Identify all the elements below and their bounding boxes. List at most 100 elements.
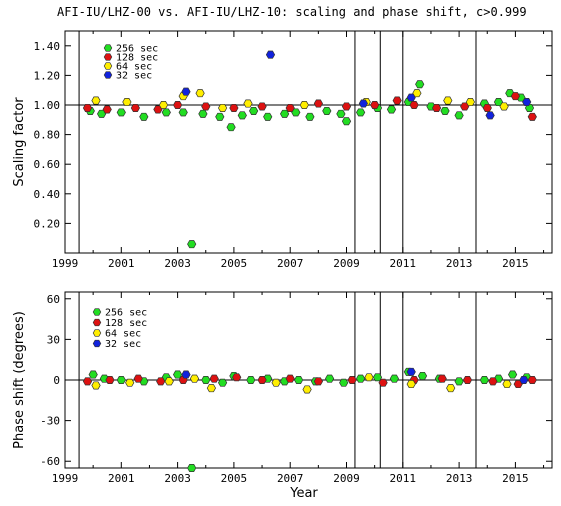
scaling-point-64-sec (443, 96, 453, 105)
phase-point-32-sec (181, 370, 191, 379)
phase-point-64-sec (502, 380, 512, 389)
scaling-y-tick-label: 0.60 (34, 158, 61, 171)
phase-y-tick-label: 60 (47, 293, 60, 306)
phase-point-256-sec (246, 376, 256, 384)
phase-x-tick-label: 2015 (502, 472, 529, 485)
scaling-point-128-sec (370, 101, 380, 109)
scaling-point-128-sec (172, 101, 183, 109)
phase-point-256-sec (324, 374, 335, 383)
phase-x-tick-label: 2001 (108, 472, 135, 485)
phase-point-256-sec (389, 374, 400, 383)
phase-point-128-sec (313, 377, 324, 386)
scaling-point-64-sec (412, 89, 422, 98)
scaling-x-tick-label: 2009 (333, 257, 360, 270)
phase-point-128-sec (82, 377, 93, 386)
phase-point-128-sec (232, 373, 242, 382)
scaling-point-256-sec (263, 112, 273, 121)
phase-legend-label: 256 sec (105, 308, 147, 319)
scaling-x-tick-label: 2011 (390, 257, 417, 270)
phase-point-128-sec (257, 376, 267, 384)
phase-point-256-sec (339, 378, 349, 387)
phase-point-128-sec (462, 376, 473, 384)
phase-x-tick-label: 1999 (52, 472, 79, 485)
scaling-point-32-sec (485, 111, 495, 120)
phase-x-tick-label: 2005 (221, 472, 248, 485)
scaling-legend-marker (103, 44, 113, 52)
scaling-legend-label: 256 sec (116, 44, 158, 55)
scaling-point-64-sec (195, 89, 205, 98)
phase-point-32-sec (406, 367, 416, 376)
scaling-x-tick-label: 2013 (446, 257, 473, 270)
chart-title: AFI-IU/LHZ-00 vs. AFI-IU/LHZ-10: scaling… (57, 5, 527, 19)
phase-point-64-sec (406, 380, 416, 389)
scaling-point-64-sec (499, 102, 509, 111)
scaling-point-128-sec (130, 103, 141, 112)
x-axis-label: Year (289, 486, 318, 501)
phase-point-128-sec (527, 376, 537, 384)
scaling-point-256-sec (187, 240, 197, 249)
phase-point-256-sec (116, 376, 126, 384)
scaling-point-64-sec (243, 99, 253, 108)
phase-y-tick-label: -30 (40, 415, 60, 428)
scaling-point-64-sec (217, 103, 228, 112)
scaling-point-128-sec (510, 92, 521, 101)
scaling-point-64-sec (91, 96, 101, 105)
phase-point-256-sec (417, 371, 428, 380)
scaling-point-256-sec (341, 117, 352, 126)
phase-legend-marker (92, 339, 102, 348)
scaling-y-tick-label: 0.80 (34, 129, 61, 142)
scaling-point-256-sec (279, 109, 290, 118)
scaling-point-256-sec (198, 109, 208, 118)
phase-ylabel: Phase shift (degrees) (12, 311, 27, 449)
scaling-point-32-sec (406, 93, 416, 102)
scaling-x-tick-label: 1999 (52, 257, 79, 270)
scaling-point-128-sec (482, 103, 492, 112)
scaling-point-256-sec (291, 108, 301, 117)
scaling-point-256-sec (116, 108, 126, 117)
scaling-point-256-sec (415, 80, 425, 89)
phase-point-128-sec (437, 374, 447, 383)
scaling-point-256-sec (524, 103, 535, 112)
scaling-legend-label: 64 sec (116, 62, 152, 73)
phase-point-64-sec (206, 384, 217, 393)
phase-point-128-sec (105, 376, 115, 384)
phase-y-tick-label: 0 (53, 374, 60, 387)
phase-y-tick-label: -60 (40, 455, 60, 468)
scaling-point-256-sec (139, 112, 149, 121)
scaling-point-256-sec (237, 111, 247, 120)
scaling-point-32-sec (181, 87, 191, 96)
scaling-point-256-sec (215, 112, 225, 121)
phase-legend-marker (92, 318, 102, 327)
phase-legend-marker (92, 329, 102, 337)
scaling-point-128-sec (431, 103, 442, 112)
phase-point-64-sec (125, 378, 135, 387)
scaling-point-64-sec (122, 98, 132, 107)
phase-legend-label: 64 sec (105, 329, 141, 340)
scaling-factor-panel: Scaling factor 1999 2001 2003 2005 2007 2009 2… (12, 30, 553, 270)
scaling-point-256-sec (161, 108, 171, 117)
phase-point-64-sec (364, 373, 374, 382)
scaling-legend-label: 32 sec (116, 71, 152, 82)
scaling-x-tick-label: 2003 (164, 257, 191, 270)
phase-point-64-sec (91, 381, 101, 390)
scaling-point-256-sec (454, 111, 464, 120)
phase-point-64-sec (164, 377, 174, 386)
scaling-y-tick-label: 1.40 (34, 40, 61, 53)
phase-y-tick-label: 30 (47, 333, 60, 346)
phase-point-256-sec (355, 374, 366, 383)
scaling-point-128-sec (82, 103, 93, 112)
phase-point-256-sec (293, 376, 304, 384)
phase-point-256-sec (187, 464, 197, 472)
phase-point-64-sec (302, 385, 312, 394)
scaling-plot-frame (64, 30, 553, 254)
scaling-point-256-sec (226, 123, 236, 132)
scaling-point-256-sec (386, 105, 397, 114)
scaling-legend-label: 128 sec (116, 53, 158, 64)
scaling-x-tick-label: 2015 (502, 257, 529, 270)
scaling-point-128-sec (409, 101, 419, 109)
phase-point-256-sec (507, 370, 518, 379)
phase-point-128-sec (156, 377, 166, 386)
scaling-point-64-sec (158, 101, 169, 109)
scaling-point-256-sec (336, 109, 346, 118)
scaling-point-128-sec (341, 102, 352, 111)
